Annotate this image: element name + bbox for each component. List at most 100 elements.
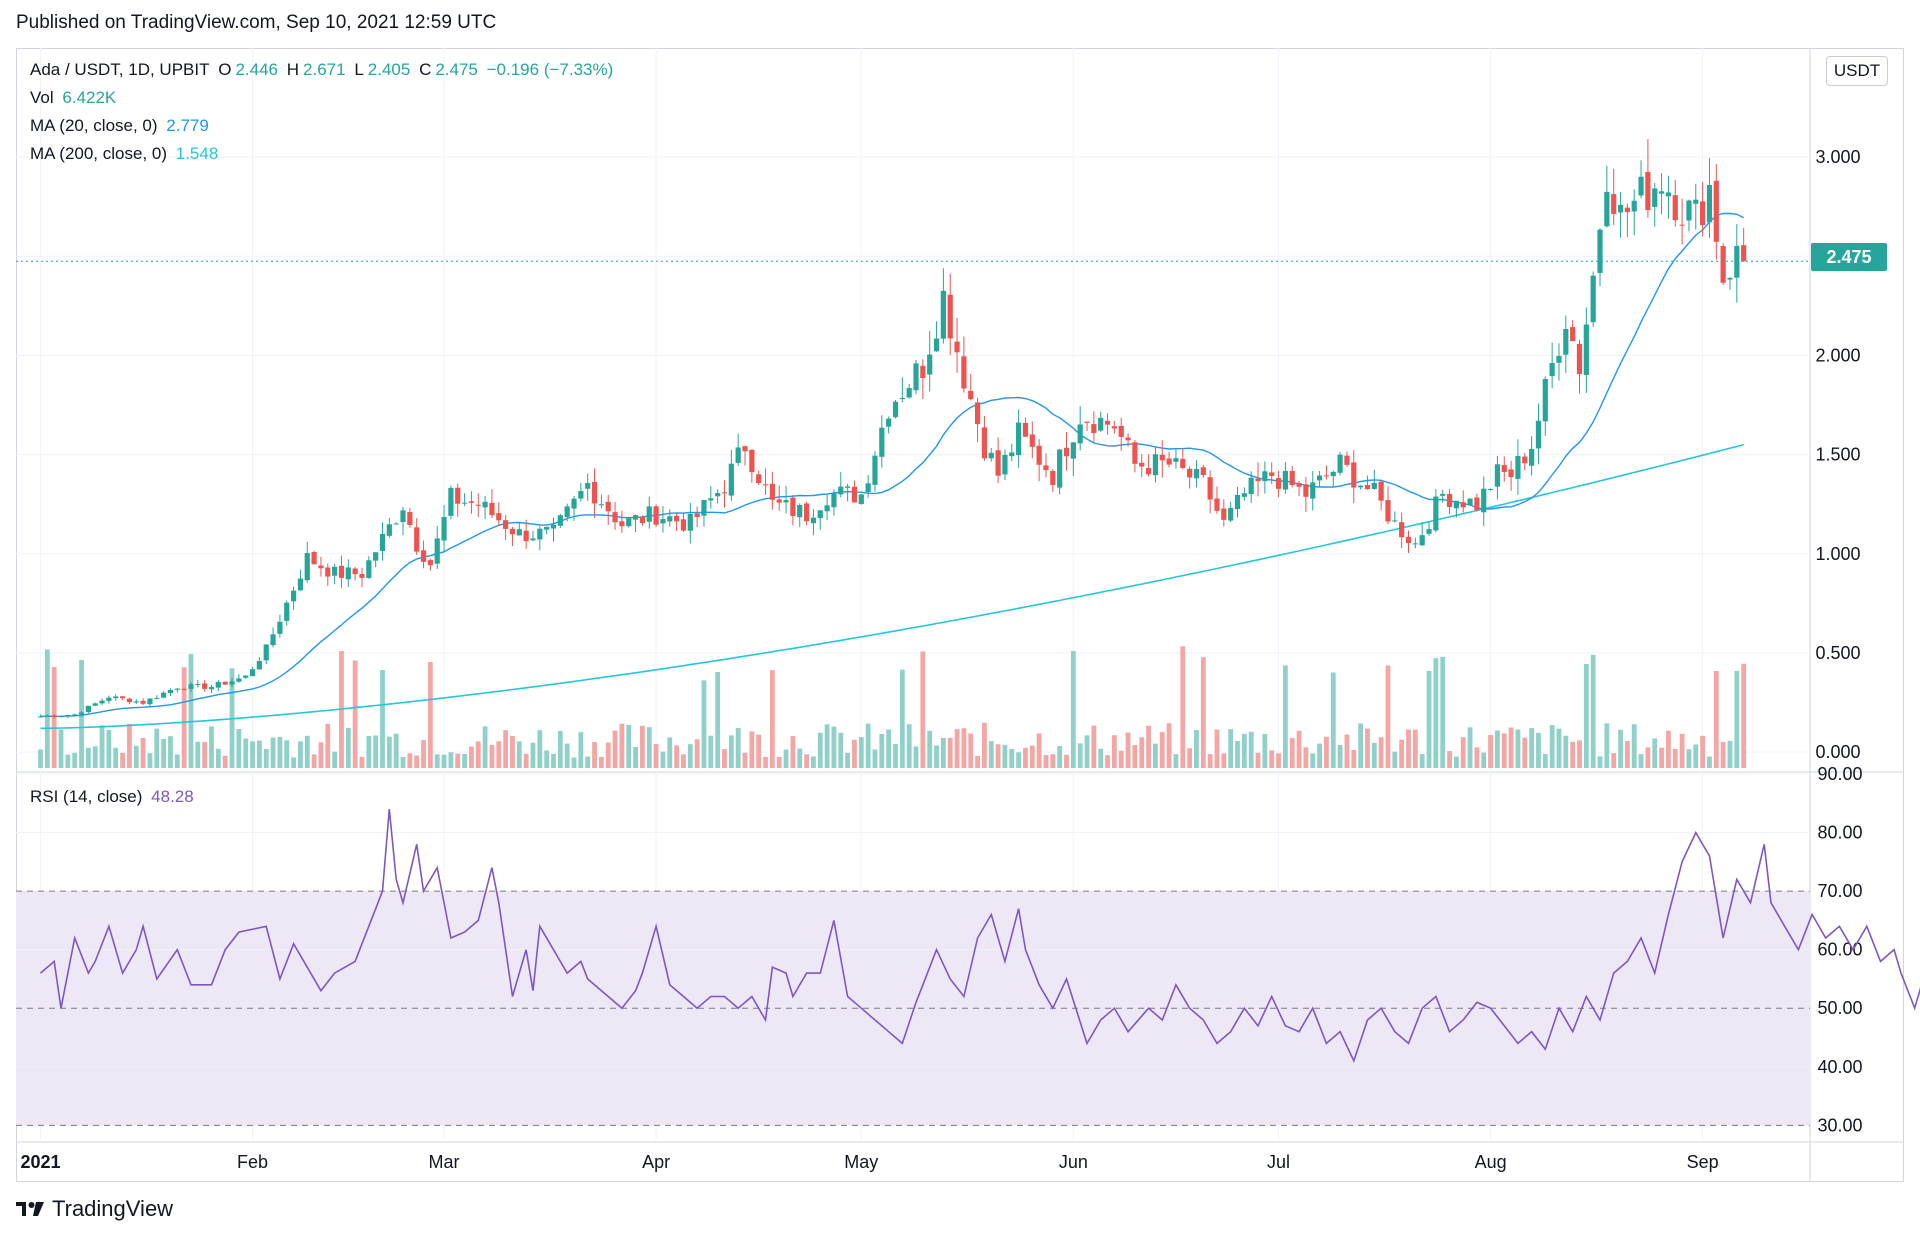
- candle-body: [1583, 324, 1589, 376]
- candle-body: [1645, 172, 1651, 211]
- candle-body: [721, 492, 728, 494]
- volume-bar: [147, 753, 153, 768]
- volume-bar: [1624, 741, 1630, 768]
- candle-body: [51, 715, 57, 717]
- volume-value: 6.422K: [62, 88, 117, 107]
- candle-body: [1549, 362, 1555, 376]
- volume-bar: [701, 680, 707, 768]
- volume-bar: [373, 735, 379, 768]
- volume-bar: [38, 749, 43, 768]
- volume-bar: [1419, 754, 1425, 768]
- candle-body: [99, 700, 105, 704]
- volume-bar: [988, 741, 994, 768]
- volume-bar: [1166, 723, 1172, 768]
- volume-bar: [475, 741, 481, 768]
- candle-body: [1173, 458, 1179, 462]
- volume-bar: [1563, 735, 1569, 768]
- currency-button[interactable]: USDT: [1826, 56, 1888, 86]
- volume-bar: [1016, 752, 1022, 768]
- last-price-label: 2.475: [1811, 243, 1887, 271]
- candle-body: [1392, 520, 1398, 522]
- candle-body: [379, 533, 386, 552]
- volume-bar: [106, 729, 112, 768]
- volume-bar: [482, 726, 488, 768]
- volume-bar: [1412, 729, 1418, 768]
- volume-bar: [421, 740, 426, 768]
- chart-panel[interactable]: [16, 48, 1904, 1182]
- candle-body: [762, 484, 769, 486]
- candle-body: [1070, 442, 1076, 459]
- volume-bar: [407, 753, 413, 768]
- candle-body: [1187, 468, 1193, 478]
- change-value: −0.196 (−7.33%): [486, 60, 614, 79]
- candle-body: [85, 705, 91, 713]
- volume-bar: [1686, 749, 1692, 768]
- volume-bar: [804, 754, 809, 768]
- volume-bar: [1036, 733, 1042, 768]
- candle-body: [1658, 191, 1665, 194]
- price-tick-label: 1.500: [1815, 445, 1860, 465]
- volume-bar: [298, 741, 303, 768]
- candle-body: [1741, 245, 1747, 262]
- volume-bar: [1365, 728, 1370, 768]
- candle-body: [1029, 434, 1035, 447]
- candle-body: [318, 565, 324, 569]
- volume-bar: [934, 745, 939, 768]
- volume-bar: [947, 737, 953, 768]
- volume-bar: [858, 737, 864, 768]
- volume-bar: [311, 754, 317, 768]
- candle-body: [1604, 191, 1610, 227]
- candle-body: [1118, 425, 1124, 437]
- ma200-value: 1.548: [175, 144, 219, 163]
- candle-body: [229, 681, 235, 685]
- volume-bar: [1693, 744, 1699, 768]
- volume-bar: [722, 749, 727, 768]
- candle-body: [1316, 475, 1323, 481]
- candle-body: [1734, 245, 1740, 278]
- volume-bar: [1645, 747, 1651, 768]
- ma200-legend: MA (200, close, 0) 1.548: [30, 144, 222, 164]
- ma20-label: MA (20, close, 0): [30, 116, 158, 135]
- candle-body: [1631, 200, 1637, 212]
- candle-body: [92, 703, 98, 706]
- open-label: O: [218, 60, 232, 79]
- candle-body: [256, 661, 262, 670]
- volume-bar: [612, 730, 618, 768]
- ma200-line: [40, 443, 1744, 730]
- x-tick-label: Apr: [642, 1152, 670, 1172]
- candle-body: [1563, 329, 1569, 355]
- candle-body: [571, 498, 577, 509]
- candle-body: [1063, 447, 1070, 457]
- volume-bar: [1111, 735, 1117, 768]
- volume-bar: [687, 744, 693, 768]
- x-tick-label: Feb: [237, 1152, 268, 1172]
- volume-bar: [1200, 657, 1206, 768]
- volume-bar: [140, 738, 146, 768]
- tradingview-logo[interactable]: TradingView: [16, 1196, 173, 1222]
- volume-bar: [359, 756, 365, 768]
- ma20-value: 2.779: [166, 116, 209, 135]
- candle-body: [578, 491, 584, 499]
- candle-body: [1296, 483, 1302, 487]
- candle-body: [1050, 470, 1056, 486]
- candle-body: [1214, 498, 1220, 511]
- candle-body: [455, 487, 461, 504]
- volume-bar: [1269, 750, 1275, 768]
- candle-body: [797, 505, 803, 518]
- volume-bar: [1399, 739, 1405, 768]
- candle-body: [1706, 184, 1713, 223]
- candle-body: [366, 560, 372, 578]
- volume-bar: [927, 730, 933, 768]
- volume-bar: [578, 732, 584, 768]
- candle-body: [297, 578, 304, 591]
- volume-bar: [1098, 748, 1104, 768]
- volume-bar: [1276, 753, 1281, 768]
- candle-body: [1255, 478, 1261, 482]
- candle-body: [927, 354, 933, 375]
- candle-body: [1556, 355, 1562, 363]
- candle-body: [414, 527, 420, 552]
- candle-body: [1385, 500, 1391, 522]
- candle-body: [1494, 464, 1501, 487]
- volume-bar: [181, 667, 187, 768]
